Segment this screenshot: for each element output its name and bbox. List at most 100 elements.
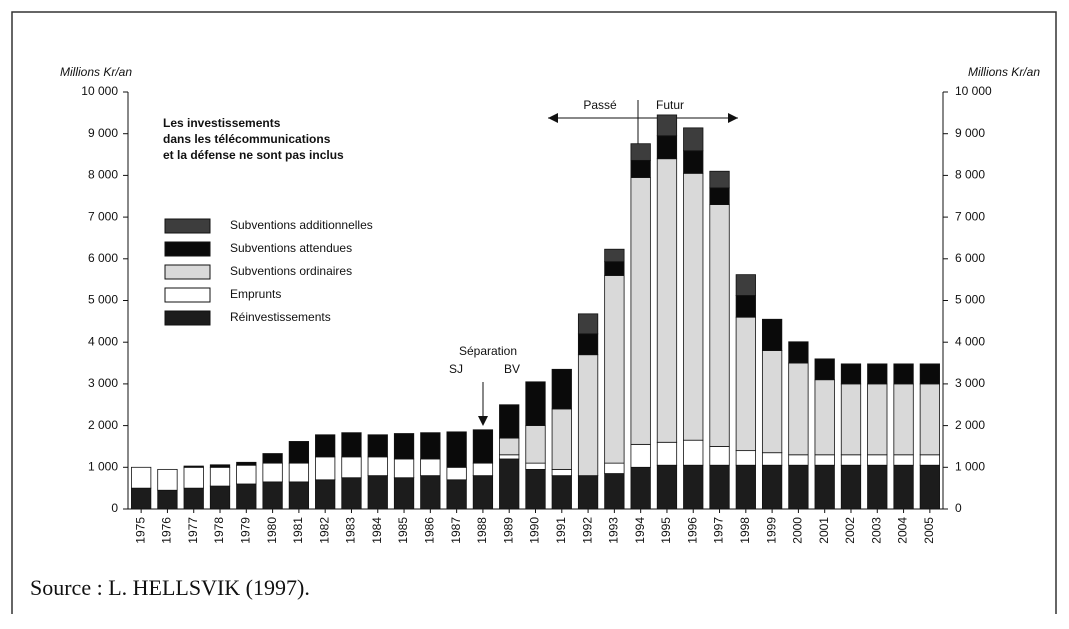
bar-segment [525, 381, 546, 427]
bar-segment [683, 127, 704, 152]
bar-segment [919, 464, 940, 510]
y-tick-label: 5 000 [88, 293, 118, 307]
bar-segment [262, 453, 283, 464]
y-tick-label: 3 000 [88, 376, 118, 390]
bar-segment [867, 383, 888, 456]
bar-segment [630, 466, 651, 510]
bar-segment [761, 350, 783, 454]
legend-swatch [164, 264, 211, 280]
bar-segment [893, 454, 914, 466]
x-tick-label: 1997 [712, 517, 726, 544]
bar-segment [499, 437, 520, 456]
bar-segment [814, 454, 835, 466]
bar-segment [393, 458, 415, 479]
x-tick-label: 1990 [528, 517, 542, 544]
bar-segment [735, 464, 756, 510]
legend-swatch [164, 310, 211, 326]
y-tick-label: 9 000 [88, 126, 118, 140]
bar-segment [288, 441, 310, 464]
x-tick-label: 1991 [554, 517, 568, 544]
bar-segment [656, 158, 678, 443]
bar-segment [840, 454, 862, 466]
x-tick-label: 1976 [160, 517, 174, 544]
bar-segment [893, 363, 914, 385]
x-tick-label: 1978 [212, 517, 226, 544]
bar-segment [630, 159, 651, 178]
bar-segment [131, 487, 152, 510]
bar-segment [683, 172, 704, 441]
bar-segment [788, 464, 809, 510]
y2-tick-label: 7 000 [955, 209, 985, 223]
bar-segment [499, 404, 520, 439]
y2-tick-label: 4 000 [955, 334, 985, 348]
legend-label: Subventions ordinaires [230, 264, 352, 278]
y2-tick-label: 9 000 [955, 126, 985, 140]
x-tick-label: 2000 [791, 517, 805, 544]
x-tick-label: 2004 [896, 517, 910, 544]
y-tick-label: 4 000 [88, 334, 118, 348]
bar-segment [814, 379, 835, 456]
bar-segment [604, 261, 625, 276]
bar-segment [683, 464, 704, 510]
bar-segment [604, 462, 625, 474]
bar-segment [656, 135, 678, 160]
bar-segment [919, 363, 940, 385]
bar-segment [551, 368, 572, 410]
x-tick-label: 1993 [607, 517, 621, 544]
annotation: SJ [449, 362, 463, 376]
bar-segment [183, 466, 204, 489]
bar-segment [919, 454, 940, 466]
bar-segment [157, 468, 178, 491]
bar-segment [761, 464, 783, 510]
y-tick-label: 8 000 [88, 168, 118, 182]
bar-segment [761, 452, 783, 466]
y2-tick-label: 8 000 [955, 168, 985, 182]
bar-segment [604, 473, 625, 510]
bar-segment [341, 432, 362, 458]
bar-segment [630, 443, 651, 468]
bar-segment [709, 170, 730, 189]
note: Les investissements [163, 116, 281, 130]
y2-tick-label: 10 000 [955, 84, 992, 98]
x-tick-label: 1986 [423, 517, 437, 544]
x-tick-label: 1984 [370, 517, 384, 544]
x-tick-label: 1983 [344, 517, 358, 544]
bar-segment [525, 462, 546, 470]
bar-segment [604, 275, 625, 464]
y-tick-label: 6 000 [88, 251, 118, 265]
bar-segment [893, 383, 914, 456]
annotation: Séparation [459, 344, 517, 358]
bar-segment [472, 475, 494, 510]
bar-segment [236, 464, 257, 485]
y2-tick-label: 0 [955, 501, 962, 515]
bar-segment [472, 462, 494, 477]
bar-segment [577, 313, 599, 335]
bar-segment [157, 489, 178, 510]
bar-segment [551, 475, 572, 510]
bar-segment [814, 358, 835, 381]
bar-segment [472, 429, 494, 464]
y-tick-label: 1 000 [88, 459, 118, 473]
y2-tick-label: 1 000 [955, 459, 985, 473]
y2-tick-label: 2 000 [955, 418, 985, 432]
bar-segment [446, 479, 467, 510]
bar-segment [420, 475, 441, 510]
bar-segment [683, 439, 704, 466]
bar-segment [788, 454, 809, 466]
y2-axis-label: Millions Kr/an [968, 65, 1040, 79]
x-tick-label: 1996 [685, 517, 699, 544]
note: et la défense ne sont pas inclus [163, 148, 344, 162]
x-tick-label: 1987 [449, 517, 463, 544]
bar-segment [577, 475, 599, 510]
bar-segment [499, 458, 520, 510]
bar-segment [341, 477, 362, 510]
annotation: BV [504, 362, 520, 376]
bar-segment [315, 434, 336, 458]
annotation: Passé [583, 98, 617, 112]
y2-tick-label: 5 000 [955, 293, 985, 307]
bar-segment [209, 464, 231, 468]
bar-segment [867, 454, 888, 466]
bar-segment [236, 483, 257, 510]
x-tick-label: 2003 [869, 517, 883, 544]
